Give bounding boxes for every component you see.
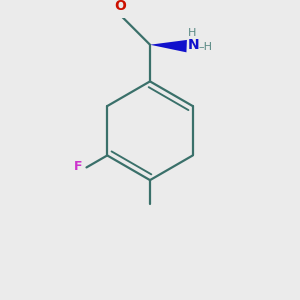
Text: F: F	[74, 160, 83, 172]
Text: –H: –H	[199, 42, 212, 52]
Text: H: H	[188, 28, 196, 38]
Polygon shape	[150, 40, 187, 52]
Text: O: O	[114, 0, 126, 13]
Text: N: N	[188, 38, 200, 52]
